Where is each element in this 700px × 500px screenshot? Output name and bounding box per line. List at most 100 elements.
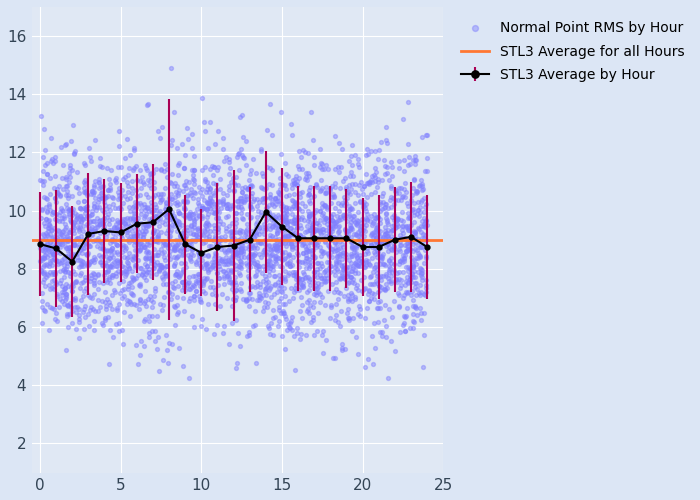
Normal Point RMS by Hour: [188, 174, 199, 182]
Normal Point RMS by Hour: [62, 247, 74, 255]
Normal Point RMS by Hour: [306, 246, 317, 254]
Normal Point RMS by Hour: [414, 243, 426, 251]
Normal Point RMS by Hour: [102, 229, 113, 237]
Normal Point RMS by Hour: [174, 235, 186, 243]
Normal Point RMS by Hour: [346, 180, 357, 188]
Normal Point RMS by Hour: [85, 228, 96, 236]
Normal Point RMS by Hour: [414, 251, 425, 259]
Normal Point RMS by Hour: [300, 331, 312, 339]
Normal Point RMS by Hour: [214, 208, 225, 216]
Normal Point RMS by Hour: [162, 226, 174, 234]
Normal Point RMS by Hour: [419, 220, 430, 228]
Normal Point RMS by Hour: [106, 304, 118, 312]
Normal Point RMS by Hour: [83, 291, 94, 299]
Normal Point RMS by Hour: [263, 221, 274, 229]
Normal Point RMS by Hour: [241, 224, 253, 232]
Normal Point RMS by Hour: [259, 265, 270, 273]
Normal Point RMS by Hour: [384, 264, 395, 272]
Normal Point RMS by Hour: [177, 233, 188, 241]
Normal Point RMS by Hour: [120, 226, 132, 234]
Normal Point RMS by Hour: [307, 218, 318, 226]
Normal Point RMS by Hour: [229, 274, 240, 281]
Normal Point RMS by Hour: [146, 235, 158, 243]
Normal Point RMS by Hour: [201, 218, 212, 226]
Normal Point RMS by Hour: [398, 268, 409, 276]
Normal Point RMS by Hour: [269, 280, 280, 288]
Normal Point RMS by Hour: [407, 316, 419, 324]
Normal Point RMS by Hour: [304, 277, 315, 285]
Normal Point RMS by Hour: [333, 168, 344, 175]
Normal Point RMS by Hour: [242, 184, 253, 192]
Normal Point RMS by Hour: [227, 259, 238, 267]
Normal Point RMS by Hour: [138, 178, 149, 186]
Normal Point RMS by Hour: [346, 278, 358, 286]
Normal Point RMS by Hour: [134, 248, 145, 256]
Normal Point RMS by Hour: [143, 317, 154, 325]
Normal Point RMS by Hour: [75, 260, 86, 268]
Normal Point RMS by Hour: [253, 288, 265, 296]
Normal Point RMS by Hour: [93, 250, 104, 258]
Normal Point RMS by Hour: [199, 175, 211, 183]
Normal Point RMS by Hour: [287, 131, 298, 139]
Normal Point RMS by Hour: [202, 144, 213, 152]
Normal Point RMS by Hour: [113, 204, 124, 212]
Normal Point RMS by Hour: [251, 282, 262, 290]
Normal Point RMS by Hour: [153, 266, 164, 274]
Normal Point RMS by Hour: [206, 290, 217, 298]
Normal Point RMS by Hour: [179, 286, 190, 294]
Normal Point RMS by Hour: [288, 332, 300, 340]
Normal Point RMS by Hour: [228, 186, 239, 194]
Normal Point RMS by Hour: [62, 235, 74, 243]
Normal Point RMS by Hour: [79, 180, 90, 188]
Normal Point RMS by Hour: [88, 276, 99, 284]
Normal Point RMS by Hour: [204, 184, 216, 192]
Normal Point RMS by Hour: [188, 166, 199, 174]
Normal Point RMS by Hour: [128, 146, 139, 154]
Normal Point RMS by Hour: [289, 284, 300, 292]
Normal Point RMS by Hour: [279, 232, 290, 239]
Normal Point RMS by Hour: [319, 201, 330, 209]
Normal Point RMS by Hour: [367, 172, 378, 180]
Normal Point RMS by Hour: [148, 226, 160, 234]
Normal Point RMS by Hour: [410, 156, 421, 164]
Normal Point RMS by Hour: [415, 316, 426, 324]
Normal Point RMS by Hour: [302, 206, 314, 214]
Normal Point RMS by Hour: [88, 270, 99, 278]
Normal Point RMS by Hour: [237, 197, 248, 205]
Normal Point RMS by Hour: [375, 284, 386, 292]
Normal Point RMS by Hour: [248, 244, 260, 252]
Normal Point RMS by Hour: [40, 243, 51, 251]
Normal Point RMS by Hour: [172, 206, 183, 214]
Normal Point RMS by Hour: [297, 274, 308, 282]
Normal Point RMS by Hour: [377, 252, 388, 260]
Normal Point RMS by Hour: [44, 202, 55, 210]
Normal Point RMS by Hour: [169, 212, 180, 220]
Normal Point RMS by Hour: [384, 268, 395, 276]
Normal Point RMS by Hour: [389, 242, 400, 250]
Normal Point RMS by Hour: [213, 240, 224, 248]
Normal Point RMS by Hour: [353, 269, 364, 277]
Normal Point RMS by Hour: [214, 198, 225, 206]
Normal Point RMS by Hour: [346, 289, 357, 297]
Normal Point RMS by Hour: [230, 316, 241, 324]
Normal Point RMS by Hour: [164, 232, 175, 240]
Normal Point RMS by Hour: [412, 268, 423, 276]
Normal Point RMS by Hour: [69, 224, 80, 232]
Normal Point RMS by Hour: [110, 262, 121, 270]
Normal Point RMS by Hour: [349, 218, 360, 226]
Normal Point RMS by Hour: [78, 244, 90, 252]
Normal Point RMS by Hour: [253, 292, 265, 300]
Normal Point RMS by Hour: [333, 139, 344, 147]
Normal Point RMS by Hour: [63, 228, 74, 235]
Normal Point RMS by Hour: [365, 272, 377, 280]
Normal Point RMS by Hour: [38, 268, 50, 276]
Normal Point RMS by Hour: [407, 272, 418, 280]
Normal Point RMS by Hour: [36, 205, 48, 213]
Normal Point RMS by Hour: [421, 216, 432, 224]
Normal Point RMS by Hour: [334, 238, 345, 246]
Normal Point RMS by Hour: [260, 209, 272, 217]
Normal Point RMS by Hour: [117, 268, 128, 276]
Normal Point RMS by Hour: [40, 249, 51, 257]
Normal Point RMS by Hour: [174, 186, 185, 194]
Normal Point RMS by Hour: [160, 242, 171, 250]
